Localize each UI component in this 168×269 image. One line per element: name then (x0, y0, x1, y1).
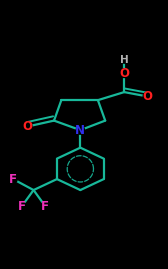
Circle shape (120, 69, 129, 77)
Circle shape (121, 57, 127, 63)
Text: O: O (143, 90, 153, 103)
Text: N: N (75, 124, 85, 137)
Text: F: F (9, 173, 17, 186)
Text: F: F (41, 200, 49, 213)
Circle shape (76, 126, 85, 134)
Circle shape (143, 92, 152, 101)
Circle shape (9, 175, 17, 183)
Circle shape (41, 202, 49, 210)
Text: F: F (18, 200, 26, 213)
Text: H: H (120, 55, 129, 65)
Circle shape (18, 202, 26, 210)
Text: O: O (119, 67, 129, 80)
Circle shape (23, 122, 32, 131)
Text: O: O (23, 120, 33, 133)
